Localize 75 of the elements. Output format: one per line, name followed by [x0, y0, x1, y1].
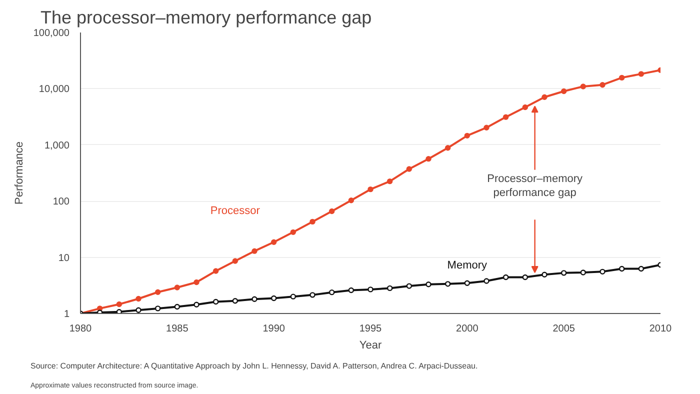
point — [348, 198, 354, 204]
x-tick-label: 2000 — [456, 324, 479, 334]
point — [502, 114, 509, 120]
point — [560, 88, 567, 94]
text: Processor — [210, 205, 260, 218]
y-tick-label: 1 — [64, 309, 70, 320]
point — [464, 280, 470, 286]
point — [600, 82, 606, 88]
point — [426, 282, 432, 288]
point — [522, 104, 528, 110]
point — [194, 279, 200, 286]
point — [638, 266, 644, 272]
y-tick-label: 100 — [52, 196, 70, 208]
point — [232, 258, 238, 264]
point — [212, 298, 219, 305]
point — [542, 94, 548, 100]
x-tick-label: 1995 — [359, 324, 382, 334]
point — [252, 248, 258, 254]
point — [328, 289, 335, 296]
point — [136, 307, 142, 313]
y-axis-title: Performance — [13, 142, 26, 204]
point — [368, 286, 374, 292]
point — [232, 298, 238, 304]
point — [310, 218, 316, 225]
point — [426, 156, 432, 162]
point — [348, 287, 354, 294]
point — [212, 268, 219, 274]
x-tick-label: 1985 — [166, 324, 189, 334]
y-tick-label: 10 — [58, 252, 70, 264]
point — [386, 285, 393, 292]
source-note: Source: Computer Architecture: A Quantitative Approach by John L. Hennessy, David A. Patterson, Andrea C. Arpaci-Dusseau. — [30, 362, 478, 370]
y-tick-label: 1,000 — [44, 140, 70, 152]
x-tick-label: 1980 — [69, 324, 92, 334]
point — [560, 270, 567, 276]
point — [618, 266, 625, 272]
point — [174, 304, 180, 310]
point — [484, 278, 490, 284]
point — [522, 274, 528, 280]
y-tick-label: 10,000 — [38, 84, 70, 96]
point — [444, 145, 451, 151]
point — [580, 270, 586, 276]
x-tick-label: 2010 — [649, 324, 672, 334]
point — [310, 292, 316, 298]
series-label: Memory — [447, 260, 488, 272]
point — [580, 84, 586, 90]
point — [194, 302, 200, 308]
point — [502, 274, 509, 280]
point — [328, 208, 335, 214]
point — [406, 166, 412, 172]
point — [136, 296, 142, 302]
point — [600, 268, 606, 275]
point — [270, 295, 277, 302]
point — [444, 281, 451, 287]
x-tick-label: 1990 — [262, 324, 286, 334]
point — [464, 132, 470, 139]
point — [174, 284, 180, 290]
point — [154, 289, 161, 295]
point — [406, 283, 412, 289]
point — [290, 229, 296, 236]
point — [542, 272, 548, 278]
point — [252, 296, 258, 302]
point — [638, 71, 644, 77]
chart-title: The processor–memory performance gap — [40, 8, 372, 28]
point — [270, 239, 277, 245]
annotation: Processor–memory performance gap — [487, 173, 584, 200]
x-axis-title: Year — [359, 340, 382, 352]
x-tick-label: 2005 — [552, 324, 576, 334]
point — [618, 74, 625, 81]
y-tick-label: 100,000 — [33, 28, 70, 39]
point — [116, 301, 122, 308]
point — [290, 294, 296, 300]
point — [368, 186, 374, 192]
point — [386, 178, 393, 184]
point — [484, 124, 490, 130]
point — [154, 306, 161, 312]
